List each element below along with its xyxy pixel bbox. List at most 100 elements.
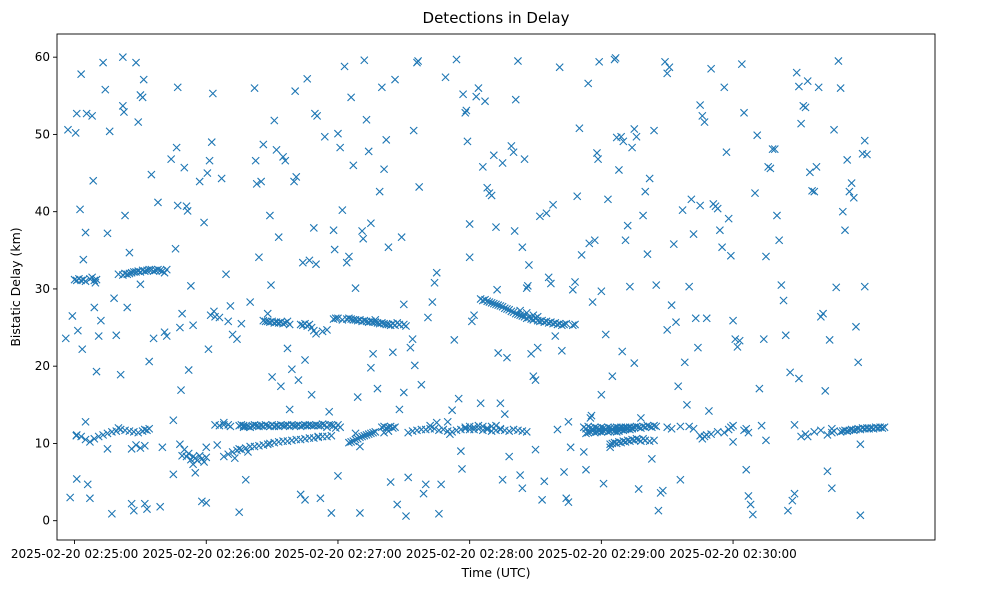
data-point-marker bbox=[375, 187, 384, 196]
data-point-marker bbox=[761, 436, 770, 445]
data-point-marker bbox=[669, 240, 678, 249]
data-point-marker bbox=[138, 93, 147, 102]
data-point-marker bbox=[66, 493, 75, 502]
data-point-marker bbox=[748, 510, 757, 519]
data-point-marker bbox=[693, 343, 702, 352]
data-point-marker bbox=[562, 494, 571, 503]
data-point-marker bbox=[599, 479, 608, 488]
data-point-marker bbox=[463, 137, 472, 146]
data-point-marker bbox=[222, 270, 231, 279]
data-point-marker bbox=[415, 182, 424, 191]
data-point-marker bbox=[107, 509, 116, 518]
data-point-marker bbox=[226, 301, 235, 310]
data-point-marker bbox=[118, 53, 127, 62]
data-point-marker bbox=[584, 428, 593, 437]
data-point-marker bbox=[257, 177, 266, 186]
data-point-marker bbox=[720, 83, 729, 92]
data-point-marker bbox=[597, 427, 606, 436]
data-point-marker bbox=[794, 374, 803, 383]
data-point-marker bbox=[505, 452, 514, 461]
data-point-marker bbox=[685, 422, 694, 431]
data-point-marker bbox=[816, 426, 825, 435]
data-point-marker bbox=[685, 282, 694, 291]
data-point-marker bbox=[476, 399, 485, 408]
data-point-marker bbox=[527, 349, 536, 358]
data-point-marker bbox=[568, 321, 577, 330]
data-point-marker bbox=[672, 318, 680, 327]
data-point-marker bbox=[103, 229, 112, 238]
data-point-marker bbox=[781, 331, 790, 340]
data-point-marker bbox=[650, 421, 659, 430]
data-point-marker bbox=[560, 320, 569, 329]
data-point-marker bbox=[751, 189, 759, 198]
data-point-marker bbox=[140, 441, 149, 450]
data-point-marker bbox=[373, 384, 382, 393]
data-point-marker bbox=[467, 317, 476, 326]
data-point-marker bbox=[735, 336, 744, 345]
data-point-marker bbox=[801, 103, 810, 112]
data-point-marker bbox=[333, 129, 342, 138]
data-point-marker bbox=[485, 298, 494, 307]
data-point-marker bbox=[746, 500, 755, 509]
data-point-marker bbox=[510, 227, 519, 235]
data-point-marker bbox=[421, 480, 430, 489]
data-point-marker bbox=[81, 228, 90, 237]
data-point-marker bbox=[790, 489, 799, 498]
chart-title: Detections in Delay bbox=[423, 9, 570, 27]
data-point-marker bbox=[342, 258, 351, 267]
data-point-marker bbox=[597, 390, 606, 399]
data-point-marker bbox=[819, 309, 828, 318]
data-point-marker bbox=[173, 201, 182, 210]
y-tick-label: 20 bbox=[35, 359, 50, 373]
data-point-marker bbox=[347, 93, 356, 102]
data-point-marker bbox=[158, 443, 167, 452]
data-point-marker bbox=[267, 281, 276, 290]
data-point-marker bbox=[592, 148, 601, 157]
data-point-marker bbox=[414, 57, 423, 66]
data-point-marker bbox=[408, 335, 417, 344]
data-point-marker bbox=[667, 301, 676, 310]
data-point-marker bbox=[200, 457, 209, 466]
data-point-marker bbox=[500, 410, 509, 419]
data-point-marker bbox=[518, 311, 527, 320]
data-point-marker bbox=[364, 430, 373, 439]
data-point-marker bbox=[516, 306, 525, 315]
data-point-marker bbox=[494, 301, 503, 310]
data-point-marker bbox=[493, 285, 502, 294]
data-point-marker bbox=[849, 426, 858, 435]
data-point-marker bbox=[722, 148, 731, 157]
data-point-marker bbox=[183, 206, 192, 215]
data-point-marker bbox=[625, 282, 634, 291]
data-point-marker bbox=[564, 417, 573, 426]
data-point-marker bbox=[557, 321, 566, 330]
data-point-marker bbox=[483, 297, 492, 306]
data-point-marker bbox=[68, 311, 77, 320]
data-point-marker bbox=[160, 328, 169, 337]
data-point-marker bbox=[630, 359, 639, 368]
data-point-marker bbox=[766, 164, 775, 173]
data-point-marker bbox=[384, 243, 393, 252]
data-point-marker bbox=[327, 431, 336, 440]
data-point-marker bbox=[377, 318, 386, 327]
data-point-marker bbox=[294, 376, 303, 385]
data-point-marker bbox=[417, 380, 426, 389]
data-point-marker bbox=[465, 220, 474, 229]
data-point-marker bbox=[582, 429, 590, 438]
data-point-marker bbox=[89, 176, 98, 185]
data-point-marker bbox=[579, 447, 588, 456]
data-point-marker bbox=[652, 422, 661, 431]
data-point-marker bbox=[511, 95, 520, 104]
data-point-marker bbox=[498, 475, 507, 484]
data-point-marker bbox=[862, 150, 871, 159]
data-point-marker bbox=[836, 84, 845, 93]
data-point-marker bbox=[682, 400, 691, 409]
y-tick-label: 30 bbox=[35, 282, 50, 296]
data-point-marker bbox=[419, 489, 428, 498]
data-point-marker bbox=[612, 427, 621, 436]
data-point-marker bbox=[661, 57, 670, 66]
data-point-marker bbox=[325, 407, 334, 416]
data-point-marker bbox=[226, 422, 235, 431]
data-point-marker bbox=[696, 101, 705, 110]
data-point-marker bbox=[320, 132, 329, 141]
data-point-marker bbox=[496, 399, 505, 408]
